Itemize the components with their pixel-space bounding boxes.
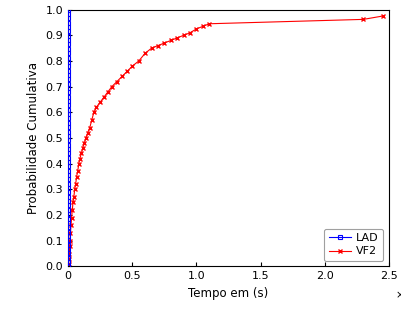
VF2 <box>380 14 385 18</box>
VF2 <box>105 90 110 94</box>
VF2 <box>77 162 81 166</box>
VF2 <box>68 231 73 235</box>
VF2 <box>87 126 92 130</box>
LAD <box>66 190 71 194</box>
VF2 <box>67 244 72 248</box>
VF2 <box>162 41 167 45</box>
VF2 <box>109 85 114 89</box>
LAD <box>66 182 71 186</box>
VF2 <box>89 118 94 122</box>
VF2 <box>98 100 103 104</box>
LAD <box>66 103 71 107</box>
VF2 <box>69 223 73 227</box>
VF2 <box>75 169 80 173</box>
VF2 <box>149 46 154 50</box>
VF2 <box>102 95 107 99</box>
VF2 <box>67 257 71 261</box>
VF2 <box>194 27 199 31</box>
Line: VF2: VF2 <box>66 13 385 269</box>
VF2 <box>77 157 82 160</box>
VF2 <box>69 216 74 220</box>
VF2 <box>156 44 160 48</box>
VF2 <box>94 105 99 109</box>
VF2 <box>91 110 96 114</box>
VF2 <box>68 239 73 243</box>
VF2 <box>168 39 173 42</box>
VF2 <box>67 252 72 256</box>
Line: LAD: LAD <box>67 8 70 268</box>
LAD <box>66 8 71 12</box>
VF2 <box>70 208 75 212</box>
VF2 <box>82 141 87 145</box>
VF2 <box>66 265 71 268</box>
X-axis label: Tempo em (s): Tempo em (s) <box>188 287 269 300</box>
LAD <box>66 178 71 181</box>
LAD <box>66 265 71 268</box>
VF2 <box>143 51 148 55</box>
Y-axis label: Probabilidade Cumulativa: Probabilidade Cumulativa <box>27 62 40 214</box>
VF2 <box>119 74 124 78</box>
LAD <box>66 199 71 203</box>
VF2 <box>175 36 180 40</box>
VF2 <box>74 175 79 178</box>
Legend: LAD, VF2: LAD, VF2 <box>324 229 383 261</box>
VF2 <box>207 22 212 26</box>
Text: $\times10^4$: $\times10^4$ <box>395 287 401 301</box>
VF2 <box>73 182 78 186</box>
VF2 <box>85 131 90 135</box>
VF2 <box>130 64 135 68</box>
VF2 <box>115 80 119 83</box>
VF2 <box>200 24 205 28</box>
LAD <box>66 221 71 225</box>
VF2 <box>188 31 192 35</box>
VF2 <box>71 195 76 199</box>
VF2 <box>181 33 186 37</box>
VF2 <box>80 146 85 150</box>
VF2 <box>125 69 130 73</box>
VF2 <box>72 187 77 191</box>
VF2 <box>83 136 88 140</box>
VF2 <box>361 17 366 21</box>
VF2 <box>66 262 71 266</box>
VF2 <box>136 59 141 63</box>
VF2 <box>71 200 75 204</box>
VF2 <box>79 152 84 155</box>
